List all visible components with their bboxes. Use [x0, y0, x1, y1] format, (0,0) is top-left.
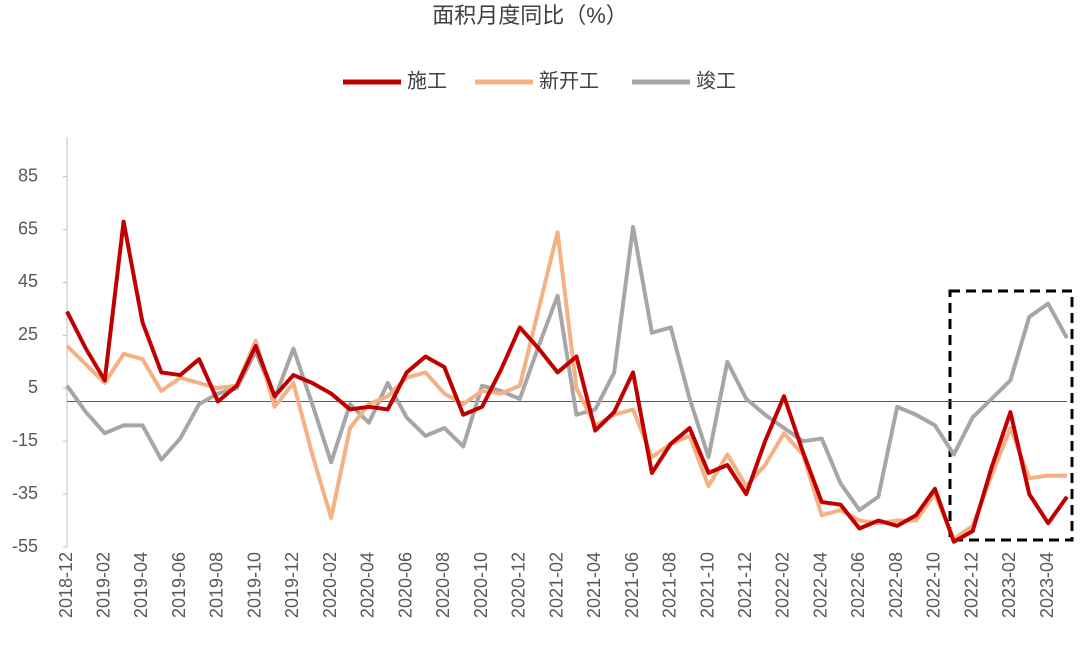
- x-tick-label: 2022-12: [961, 552, 981, 618]
- x-tick-label: 2019-06: [169, 552, 189, 618]
- x-tick-label: 2023-02: [999, 552, 1019, 618]
- y-tick-label: 85: [18, 165, 38, 185]
- x-tick-label: 2022-02: [773, 552, 793, 618]
- y-tick-label: 45: [18, 271, 38, 291]
- x-tick-label: 2019-04: [131, 552, 151, 618]
- line-series: [65, 224, 1069, 512]
- x-tick-label: 2022-06: [848, 552, 868, 618]
- y-tick-label: 25: [18, 324, 38, 344]
- x-tick-label: 2020-06: [395, 552, 415, 618]
- chart-title: 面积月度同比（%）: [432, 3, 628, 28]
- x-tick-label: 2021-06: [622, 552, 642, 618]
- line-series: [65, 219, 1069, 544]
- x-tick-label: 2019-12: [282, 552, 302, 618]
- x-tick-label: 2021-08: [660, 552, 680, 618]
- y-tick-label: -35: [12, 483, 38, 503]
- x-tick-label: 2021-12: [735, 552, 755, 618]
- x-tick-label: 2022-08: [886, 552, 906, 618]
- x-tick-label: 2019-08: [207, 552, 227, 618]
- x-tick-label: 2020-02: [320, 552, 340, 618]
- legend: 施工 新开工 竣工: [343, 69, 736, 92]
- line-series: [65, 230, 1067, 542]
- x-tick-label: 2019-10: [244, 552, 264, 618]
- x-tick-label: 2021-04: [584, 552, 604, 618]
- y-tick-label: 5: [28, 377, 38, 397]
- x-tick-label: 2018-12: [56, 552, 76, 618]
- highlight-box: [948, 289, 1074, 542]
- y-tick-label: 65: [18, 218, 38, 238]
- y-tick-label: -15: [12, 430, 38, 450]
- x-tick-label: 2021-02: [546, 552, 566, 618]
- x-tick-label: 2020-10: [471, 552, 491, 618]
- legend-label: 施工: [407, 69, 447, 92]
- x-tick-label: 2020-04: [358, 552, 378, 618]
- x-tick-label: 2022-04: [810, 552, 830, 618]
- x-tick-label: 2021-10: [697, 552, 717, 618]
- x-tick-label: 2020-12: [509, 552, 529, 618]
- x-tick-label: 2020-08: [433, 552, 453, 618]
- legend-label: 新开工: [539, 69, 599, 92]
- y-tick-label: -55: [12, 536, 38, 556]
- x-tick-label: 2022-10: [924, 552, 944, 618]
- x-tick-label: 2019-02: [93, 552, 113, 618]
- x-tick-label: 2023-04: [1037, 552, 1057, 618]
- legend-label: 竣工: [696, 69, 736, 92]
